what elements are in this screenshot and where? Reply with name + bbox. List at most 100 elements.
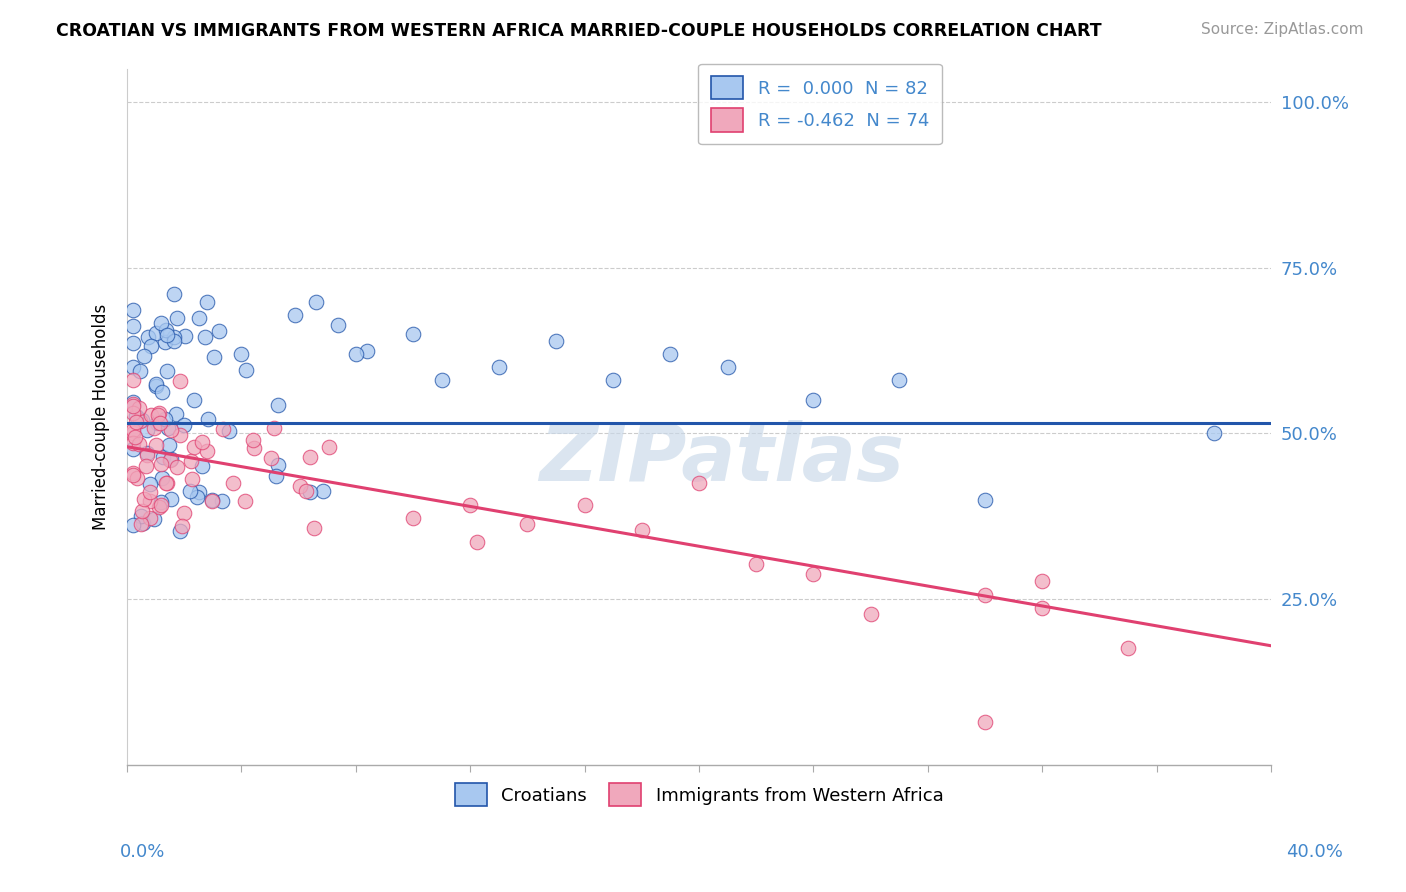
Point bbox=[305, 295, 328, 310]
Point bbox=[125, 409, 148, 424]
Point bbox=[124, 430, 146, 444]
Point bbox=[264, 469, 287, 483]
Point bbox=[159, 492, 181, 507]
Point bbox=[135, 459, 157, 474]
Point bbox=[131, 517, 153, 532]
Point bbox=[974, 588, 997, 602]
Point bbox=[356, 343, 378, 358]
Point bbox=[516, 516, 538, 531]
Point bbox=[233, 494, 256, 508]
Point bbox=[153, 412, 176, 426]
Point bbox=[156, 476, 179, 491]
Point bbox=[121, 466, 143, 480]
Point bbox=[889, 373, 911, 387]
Point bbox=[974, 492, 997, 507]
Point bbox=[159, 438, 181, 452]
Point bbox=[183, 392, 205, 407]
Point bbox=[139, 493, 162, 508]
Point bbox=[150, 384, 173, 399]
Point bbox=[122, 395, 145, 409]
Point bbox=[156, 327, 179, 342]
Point bbox=[201, 493, 224, 508]
Point bbox=[260, 450, 283, 465]
Point bbox=[169, 427, 191, 442]
Point bbox=[163, 286, 186, 301]
Point bbox=[298, 450, 321, 464]
Point bbox=[173, 417, 195, 432]
Point bbox=[132, 350, 155, 364]
Point bbox=[267, 398, 290, 412]
Point bbox=[121, 406, 143, 420]
Point bbox=[194, 330, 217, 344]
Point bbox=[127, 471, 149, 485]
Point bbox=[121, 517, 143, 532]
Point bbox=[121, 423, 143, 437]
Point bbox=[243, 442, 266, 456]
Point bbox=[145, 438, 167, 452]
Point bbox=[186, 490, 208, 504]
Point bbox=[121, 399, 143, 413]
Point bbox=[195, 294, 218, 309]
Text: 0.0%: 0.0% bbox=[120, 843, 165, 861]
Point bbox=[180, 454, 202, 468]
Point bbox=[155, 322, 177, 336]
Text: ZIPatlas: ZIPatlas bbox=[540, 419, 904, 498]
Point bbox=[402, 326, 425, 341]
Point bbox=[121, 373, 143, 387]
Point bbox=[121, 442, 143, 456]
Text: CROATIAN VS IMMIGRANTS FROM WESTERN AFRICA MARRIED-COUPLE HOUSEHOLDS CORRELATION: CROATIAN VS IMMIGRANTS FROM WESTERN AFRI… bbox=[56, 22, 1102, 40]
Point bbox=[195, 443, 218, 458]
Point bbox=[139, 477, 162, 491]
Point bbox=[132, 491, 155, 506]
Point bbox=[318, 440, 340, 454]
Point bbox=[121, 425, 143, 440]
Point bbox=[574, 498, 596, 512]
Point bbox=[295, 484, 318, 499]
Point bbox=[121, 436, 143, 450]
Point bbox=[135, 446, 157, 460]
Point bbox=[544, 334, 567, 348]
Point bbox=[166, 311, 188, 326]
Point bbox=[179, 484, 201, 499]
Point bbox=[121, 397, 143, 411]
Point bbox=[155, 475, 177, 490]
Point bbox=[1202, 426, 1225, 441]
Point bbox=[138, 330, 160, 344]
Point bbox=[803, 393, 825, 408]
Point bbox=[191, 458, 214, 473]
Point bbox=[152, 450, 174, 465]
Point bbox=[211, 493, 233, 508]
Point bbox=[183, 441, 205, 455]
Point bbox=[242, 433, 264, 447]
Point bbox=[201, 493, 224, 508]
Y-axis label: Married-couple Households: Married-couple Households bbox=[93, 304, 110, 530]
Point bbox=[121, 319, 143, 334]
Point bbox=[188, 310, 211, 325]
Point bbox=[132, 516, 155, 530]
Point bbox=[138, 511, 160, 525]
Point bbox=[150, 457, 173, 471]
Point bbox=[121, 302, 143, 317]
Point bbox=[402, 511, 425, 525]
Point bbox=[235, 362, 257, 376]
Point bbox=[170, 519, 193, 533]
Point bbox=[180, 472, 202, 486]
Point bbox=[974, 715, 997, 730]
Point bbox=[602, 373, 624, 387]
Point bbox=[135, 448, 157, 462]
Point bbox=[173, 507, 195, 521]
Point bbox=[139, 339, 162, 353]
Point bbox=[160, 423, 183, 437]
Point bbox=[162, 330, 184, 344]
Point bbox=[143, 512, 166, 526]
Point bbox=[156, 421, 179, 435]
Point bbox=[139, 485, 162, 500]
Point bbox=[1031, 574, 1053, 588]
Point bbox=[128, 436, 150, 450]
Point bbox=[221, 475, 243, 490]
Point bbox=[859, 607, 882, 621]
Point bbox=[143, 421, 166, 435]
Point bbox=[312, 484, 335, 499]
Point bbox=[284, 308, 307, 322]
Point bbox=[145, 376, 167, 391]
